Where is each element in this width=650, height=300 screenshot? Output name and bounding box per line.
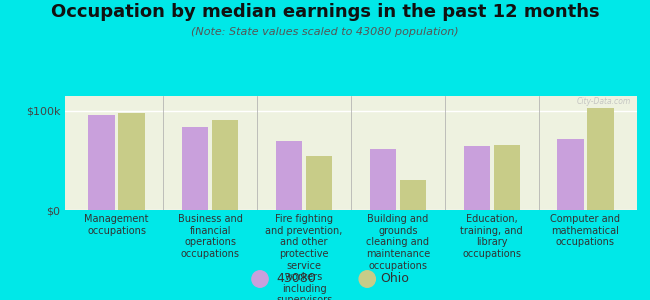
- Bar: [182, 127, 209, 210]
- Text: 43080: 43080: [276, 272, 316, 286]
- Bar: [370, 148, 396, 210]
- Bar: [306, 157, 332, 210]
- Text: Occupation by median earnings in the past 12 months: Occupation by median earnings in the pas…: [51, 3, 599, 21]
- Bar: [88, 115, 114, 210]
- Bar: [118, 113, 145, 210]
- Bar: [276, 141, 302, 210]
- Bar: [212, 120, 239, 210]
- Bar: [463, 146, 490, 210]
- Bar: [557, 139, 584, 210]
- Text: (Note: State values scaled to 43080 population): (Note: State values scaled to 43080 popu…: [191, 27, 459, 37]
- Bar: [493, 145, 520, 210]
- Text: City-Data.com: City-Data.com: [577, 97, 631, 106]
- Bar: [588, 108, 614, 210]
- Bar: [400, 180, 426, 210]
- Text: Ohio: Ohio: [380, 272, 409, 286]
